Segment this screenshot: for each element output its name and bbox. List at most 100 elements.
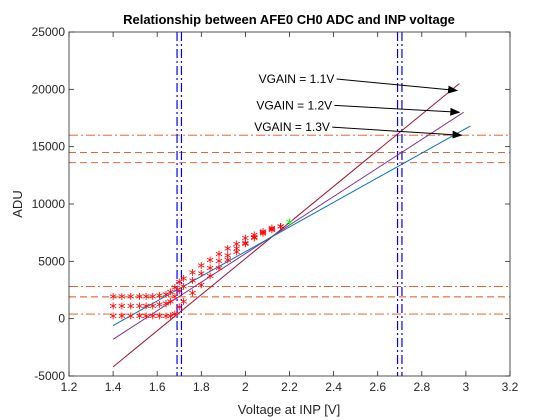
data-marker-3-10: * bbox=[176, 300, 184, 318]
y-tick-label-3: 10000 bbox=[32, 197, 66, 211]
data-marker-2-16: * bbox=[224, 249, 232, 267]
data-marker-2-19: * bbox=[250, 232, 258, 250]
x-tick-label-10: 3.2 bbox=[502, 380, 519, 394]
data-marker-1-20: * bbox=[259, 225, 267, 243]
data-marker-2-1: * bbox=[118, 299, 126, 317]
x-tick-label-8: 2.8 bbox=[413, 380, 430, 394]
series-line-1 bbox=[112, 83, 460, 368]
x-tick-label-5: 2.2 bbox=[281, 380, 298, 394]
data-marker-2-12: * bbox=[189, 274, 197, 292]
x-tick-label-2: 1.6 bbox=[149, 380, 166, 394]
data-marker-3-17: * bbox=[233, 245, 241, 263]
data-marker-2-3: * bbox=[136, 299, 144, 317]
annotation-label-3: VGAIN = 1.3V bbox=[254, 120, 330, 134]
data-marker-1-12: * bbox=[189, 266, 197, 284]
y-tick-label-1: 0 bbox=[58, 312, 65, 326]
data-marker-3-7: * bbox=[162, 310, 170, 328]
data-marker-1-0: * bbox=[109, 290, 117, 308]
annotation-arrow-3 bbox=[332, 126, 463, 139]
data-marker-3-19: * bbox=[250, 231, 258, 249]
x-tick-label-0: 1.2 bbox=[61, 380, 78, 394]
data-marker-1-13: * bbox=[198, 259, 206, 277]
y-axis-label: ADU bbox=[10, 190, 25, 217]
series-line-3 bbox=[112, 125, 471, 326]
data-marker-3-22: * bbox=[277, 220, 285, 238]
data-marker-2-14: * bbox=[206, 262, 214, 280]
data-marker-3-21: * bbox=[268, 223, 276, 241]
data-marker-2-15: * bbox=[215, 255, 223, 273]
data-marker-2-7: * bbox=[162, 297, 170, 315]
data-marker-3-2: * bbox=[127, 310, 135, 328]
series-line-2 bbox=[112, 111, 464, 340]
data-marker-2-20: * bbox=[259, 227, 267, 245]
data-marker-1-6: * bbox=[156, 289, 164, 307]
data-marker-2-5: * bbox=[149, 299, 157, 317]
data-marker-2-21: * bbox=[268, 224, 276, 242]
x-tick-label-1: 1.4 bbox=[105, 380, 122, 394]
annotation-arrow-2 bbox=[334, 104, 461, 116]
data-marker-3-15: * bbox=[215, 262, 223, 280]
chart-title: Relationship between AFE0 CH0 ADC and IN… bbox=[123, 12, 455, 27]
data-marker-3-12: * bbox=[189, 287, 197, 305]
data-marker-1-9: * bbox=[171, 281, 179, 299]
annotation-label-2: VGAIN = 1.2V bbox=[256, 98, 332, 112]
x-tick-label-6: 2.4 bbox=[325, 380, 342, 394]
x-tick-label-3: 1.8 bbox=[193, 380, 210, 394]
data-marker-3-3: * bbox=[136, 310, 144, 328]
data-marker-3-16: * bbox=[224, 253, 232, 271]
data-marker-3-8: * bbox=[167, 310, 175, 328]
data-marker-3-1: * bbox=[118, 310, 126, 328]
data-marker-1-2: * bbox=[127, 290, 135, 308]
data-marker-1-17: * bbox=[233, 237, 241, 255]
y-tick-label-4: 15000 bbox=[32, 140, 66, 154]
data-marker-3-0: * bbox=[109, 310, 117, 328]
data-marker-2-13: * bbox=[198, 267, 206, 285]
plot-background bbox=[69, 32, 510, 376]
annotation-arrow-1 bbox=[336, 78, 459, 94]
x-axis-label: Voltage at INP [V] bbox=[238, 402, 340, 417]
data-marker-1-10: * bbox=[176, 275, 184, 293]
data-marker-2-6: * bbox=[156, 298, 164, 316]
data-marker-1-11: * bbox=[180, 272, 188, 290]
data-marker-2-8: * bbox=[167, 295, 175, 313]
x-tick-label-9: 3 bbox=[463, 380, 470, 394]
data-marker-2-17: * bbox=[233, 242, 241, 260]
data-marker-2-18: * bbox=[242, 236, 250, 254]
x-tick-label-7: 2.6 bbox=[369, 380, 386, 394]
data-marker-3-14: * bbox=[206, 270, 214, 288]
data-marker-1-15: * bbox=[215, 248, 223, 266]
data-marker-2-11: * bbox=[180, 280, 188, 298]
data-marker-3-13: * bbox=[198, 279, 206, 297]
data-marker-1-18: * bbox=[242, 232, 250, 250]
data-marker-2-0: * bbox=[109, 299, 117, 317]
data-marker-1-5: * bbox=[149, 290, 157, 308]
data-marker-1-7: * bbox=[162, 288, 170, 306]
data-marker-3-18: * bbox=[242, 237, 250, 255]
annotation-label-1: VGAIN = 1.1V bbox=[259, 72, 335, 86]
data-marker-3-4: * bbox=[142, 310, 150, 328]
data-marker-3-11: * bbox=[180, 295, 188, 313]
data-marker-2-10: * bbox=[176, 284, 184, 302]
intersection-marker: * bbox=[286, 216, 294, 234]
data-marker-1-8: * bbox=[167, 286, 175, 304]
data-marker-1-1: * bbox=[118, 290, 126, 308]
data-marker-3-6: * bbox=[156, 310, 164, 328]
data-marker-2-22: * bbox=[277, 220, 285, 238]
data-marker-1-3: * bbox=[136, 290, 144, 308]
y-tick-label-5: 20000 bbox=[32, 82, 66, 96]
data-marker-1-22: * bbox=[277, 220, 285, 238]
x-tick-label-4: 2 bbox=[242, 380, 249, 394]
data-marker-1-19: * bbox=[250, 228, 258, 246]
y-tick-label-0: -5000 bbox=[34, 369, 65, 383]
data-marker-2-2: * bbox=[127, 299, 135, 317]
data-marker-3-5: * bbox=[149, 310, 157, 328]
data-marker-1-14: * bbox=[206, 253, 214, 271]
y-tick-label-6: 25000 bbox=[32, 25, 66, 39]
data-marker-3-9: * bbox=[171, 307, 179, 325]
data-marker-1-21: * bbox=[268, 221, 276, 239]
data-marker-2-9: * bbox=[171, 290, 179, 308]
y-tick-label-2: 5000 bbox=[38, 254, 65, 268]
data-marker-1-4: * bbox=[142, 290, 150, 308]
data-marker-2-4: * bbox=[142, 299, 150, 317]
data-marker-1-16: * bbox=[224, 242, 232, 260]
